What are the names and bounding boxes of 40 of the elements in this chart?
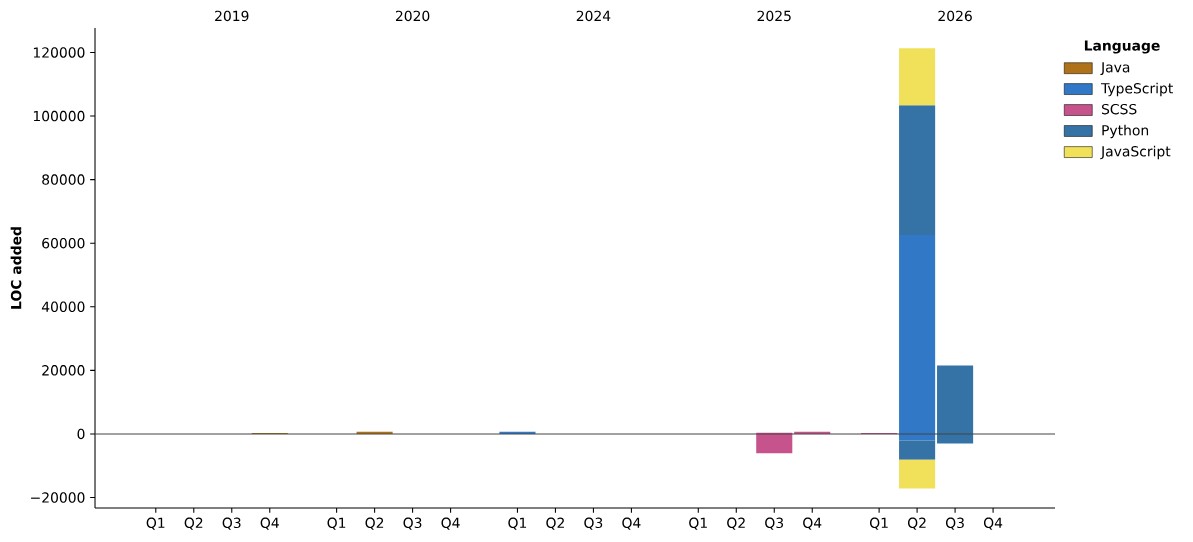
- legend-label: TypeScript: [1101, 82, 1173, 97]
- x-tick-label: Q3: [403, 517, 422, 530]
- x-tick-label: Q4: [983, 517, 1003, 530]
- y-tick-label: 120000: [33, 47, 85, 58]
- text: 2024: [576, 10, 611, 22]
- x-tick-label: Q3: [222, 517, 241, 530]
- y-tick-label: 60000: [42, 237, 85, 249]
- x-tick-label: Q3: [765, 517, 784, 530]
- x-tick-label: Q4: [622, 517, 641, 530]
- text: 2026: [938, 10, 972, 22]
- x-tick-label: Q2: [184, 517, 203, 530]
- text: 2019: [215, 10, 249, 22]
- x-tick-label: Q1: [146, 517, 165, 530]
- x-tick-label: Q3: [584, 517, 603, 530]
- x-tick-label: Q1: [869, 517, 888, 530]
- x-tick-label: Q1: [508, 517, 527, 530]
- x-tick-label: Q2: [907, 517, 926, 530]
- legend-label: Java: [1100, 62, 1130, 76]
- legend-label: SCSS: [1101, 103, 1137, 115]
- y-tick-label: 40000: [41, 301, 85, 313]
- x-tick-label: Q4: [441, 517, 460, 530]
- y-axis-title: LOC added: [10, 227, 22, 309]
- x-tick-label: Q1: [689, 517, 707, 530]
- x-tick-label: Q4: [803, 517, 822, 530]
- text: 2025: [757, 10, 791, 22]
- text: 2020: [395, 10, 430, 22]
- x-tick-label: Q2: [727, 517, 745, 530]
- legend-title: Language: [1084, 40, 1160, 54]
- y-tick-label: 80000: [42, 174, 85, 185]
- y-tick-label: 100000: [33, 110, 85, 122]
- x-tick-label: Q4: [260, 517, 279, 530]
- y-tick-label: 20000: [42, 365, 85, 376]
- y-tick-label: −20000: [31, 492, 85, 503]
- x-tick-label: Q2: [365, 517, 384, 530]
- legend-label: JavaScript: [1100, 145, 1171, 160]
- legend-label: Python: [1102, 124, 1149, 139]
- x-tick-label: Q2: [546, 517, 564, 530]
- y-tick-label: 0: [77, 428, 85, 440]
- x-tick-label: Q1: [327, 517, 346, 530]
- x-tick-label: Q3: [945, 517, 964, 530]
